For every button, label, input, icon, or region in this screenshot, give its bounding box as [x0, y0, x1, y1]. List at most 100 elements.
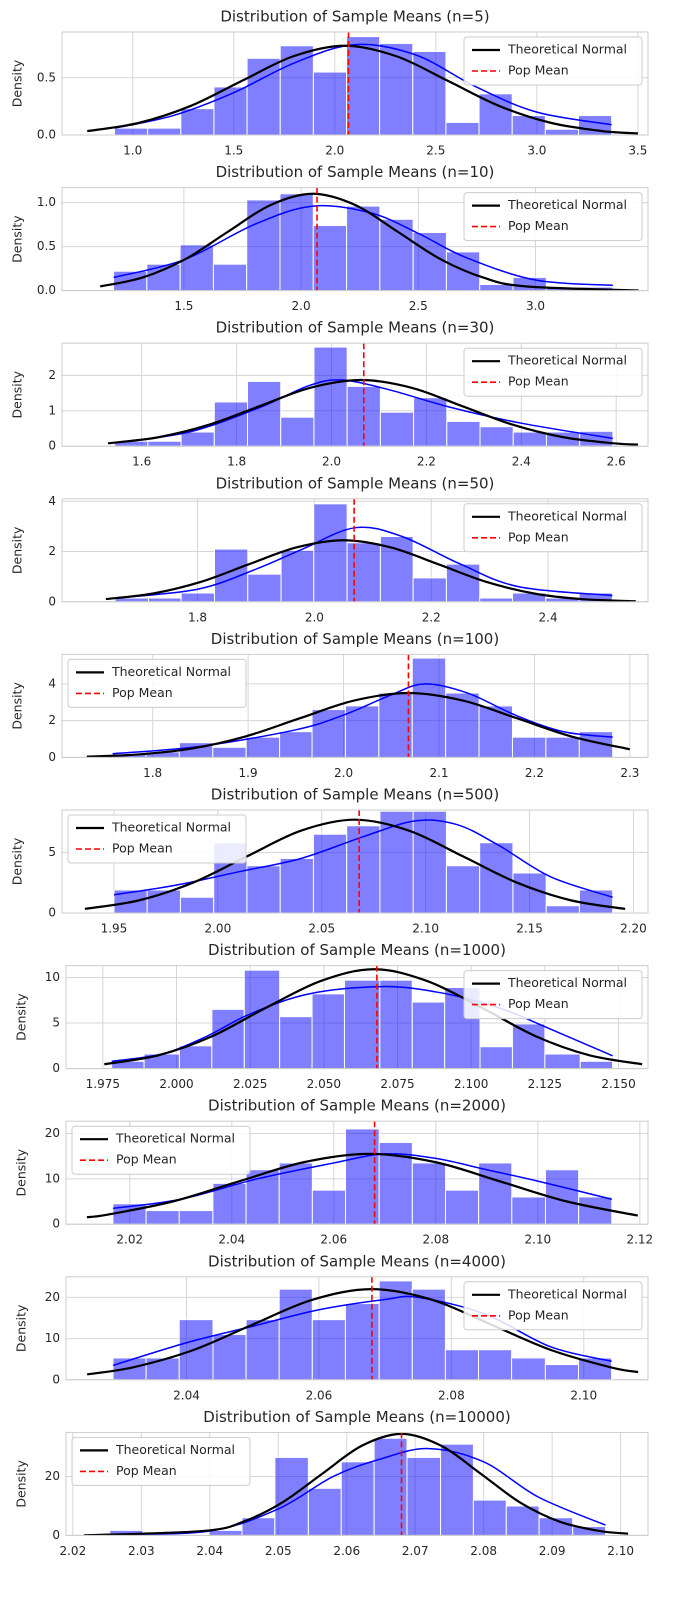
legend-label: Pop Mean — [508, 1307, 569, 1322]
histogram-bar — [280, 416, 315, 447]
histogram-bar — [344, 705, 380, 758]
histogram-bar — [411, 657, 447, 758]
legend-box — [463, 503, 643, 553]
histogram-bar — [445, 121, 480, 135]
histogram-bar — [379, 979, 413, 1069]
histogram-bar — [346, 825, 381, 913]
x-tick-label: 2.05 — [265, 1544, 292, 1558]
legend-label: Theoretical Normal — [111, 820, 231, 835]
bars — [113, 193, 614, 291]
legend: Theoretical Normal Pop Mean — [463, 192, 643, 242]
x-tick-label: 1.5 — [224, 144, 243, 158]
x-tick-label: 1.975 — [86, 1077, 120, 1091]
legend: Theoretical Normal Pop Mean — [67, 814, 247, 864]
legend-box — [71, 1436, 251, 1486]
x-tick-label: 2.10 — [524, 1233, 551, 1247]
x-tick-label: 2.05 — [308, 922, 335, 936]
bars — [113, 810, 614, 913]
histogram-bar — [147, 440, 182, 447]
legend: Theoretical Normal Pop Mean — [463, 36, 643, 86]
y-tick-label: 0 — [52, 1217, 60, 1231]
bars — [111, 969, 614, 1069]
x-tick-label: 2.06 — [306, 1388, 333, 1402]
y-axis-label: Density — [10, 837, 25, 885]
y-tick-label: 20 — [45, 1290, 60, 1304]
histogram-bar — [178, 1045, 213, 1069]
histogram-bar — [279, 731, 313, 758]
y-axis-label: Density — [10, 215, 25, 263]
kde-line — [112, 1295, 612, 1367]
normal-curve — [104, 968, 643, 1066]
histogram-bar — [312, 833, 348, 913]
histogram-bar — [579, 1060, 614, 1069]
kde-line — [115, 526, 613, 599]
histogram-bar — [147, 597, 182, 602]
histogram-bar — [545, 905, 580, 913]
histogram-bar — [512, 872, 547, 913]
histogram-bar — [279, 857, 314, 913]
histogram-bar — [280, 549, 315, 602]
normal-curve — [107, 378, 639, 446]
legend-label: Pop Mean — [112, 685, 173, 700]
x-tick-label: 2.06 — [320, 1233, 347, 1247]
x-tick-label: 2.2 — [422, 610, 441, 624]
histogram-bar — [412, 50, 447, 135]
x-tick-label: 2.3 — [620, 766, 639, 780]
x-tick-label: 2.20 — [620, 922, 647, 936]
x-tick-label: 2.00 — [204, 922, 231, 936]
x-tick-label: 1.8 — [227, 455, 246, 469]
histogram-bar — [511, 115, 546, 135]
x-tick-label: 2.12 — [626, 1233, 653, 1247]
x-tick-label: 2.4 — [512, 455, 531, 469]
histogram-bar — [145, 1210, 180, 1225]
subplot: 1.6 1.8 2.0 2.2 2.4 2.6 0 1 2 Theoretical Normal P… — [10, 319, 649, 469]
x-tick-label: 2.09 — [539, 1544, 566, 1558]
histogram-bar — [146, 263, 181, 291]
histogram-bar — [147, 127, 182, 135]
frame — [61, 187, 649, 292]
histogram-bar — [245, 1319, 280, 1380]
histogram-bar — [511, 1357, 546, 1380]
y-tick-label: 10 — [45, 1331, 60, 1345]
histogram-bar — [243, 969, 281, 1069]
legend: Theoretical Normal Pop Mean — [463, 1281, 643, 1331]
y-tick-label: 4 — [48, 676, 56, 690]
chart-title: Distribution of Sample Means (n=500) — [211, 786, 499, 804]
subplot: 1.975 2.000 2.025 2.050 2.075 2.100 2.125 2.150… — [14, 941, 649, 1091]
x-tick-label: 2.125 — [528, 1077, 562, 1091]
y-tick-label: 1.0 — [37, 195, 56, 209]
chart-title: Distribution of Sample Means (n=5) — [220, 8, 489, 26]
x-tick-label: 2.08 — [422, 1233, 449, 1247]
histogram-bar — [313, 503, 348, 602]
legend-label: Pop Mean — [508, 63, 569, 78]
legend-box — [463, 36, 643, 86]
normal-curve — [86, 691, 631, 758]
x-tick-label: 2.2 — [525, 766, 544, 780]
histogram-bar — [247, 573, 282, 602]
frame — [65, 1120, 649, 1225]
histogram-bar — [544, 1364, 579, 1380]
histogram-bar — [246, 865, 281, 913]
legend-label: Theoretical Normal — [507, 1286, 627, 1301]
x-tick-label: 2.08 — [470, 1544, 497, 1558]
y-tick-label: 10 — [45, 970, 60, 984]
legend-label: Theoretical Normal — [115, 1131, 235, 1146]
histogram-bar — [278, 1288, 313, 1380]
histogram-bar — [245, 736, 281, 758]
y-tick-label: 10 — [45, 1171, 60, 1185]
x-tick-label: 2.4 — [539, 610, 558, 624]
y-tick-label: 20 — [45, 1469, 60, 1483]
legend: Theoretical Normal Pop Mean — [463, 970, 643, 1020]
y-tick-label: 0 — [52, 1528, 60, 1542]
histogram-bar — [412, 810, 447, 913]
histogram-bar — [178, 1210, 214, 1225]
x-tick-label: 2.06 — [333, 1544, 360, 1558]
legend-label: Theoretical Normal — [507, 353, 627, 368]
y-tick-label: 2 — [48, 368, 56, 382]
x-tick-label: 2.1 — [429, 766, 448, 780]
histogram-bar — [444, 1189, 480, 1225]
legend-box — [71, 1125, 251, 1175]
x-tick-label: 2.6 — [607, 455, 626, 469]
bars — [114, 36, 613, 135]
